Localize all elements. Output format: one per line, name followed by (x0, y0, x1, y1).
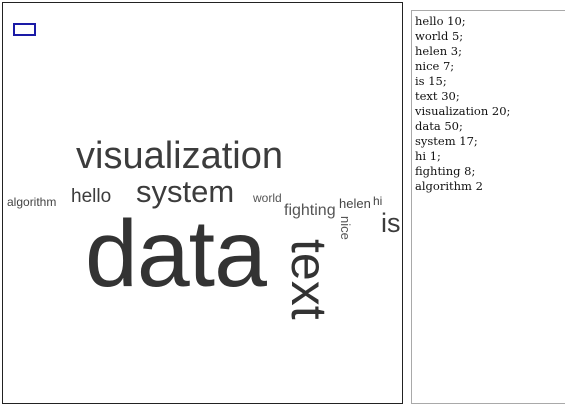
editor-line: helen 3; (415, 44, 462, 58)
word-algorithm: algorithm (7, 195, 57, 209)
word-text: text (281, 239, 337, 320)
editor-line: is 15; (415, 74, 447, 88)
selection-box[interactable] (13, 23, 36, 36)
editor-line: system 17; (415, 134, 478, 148)
word-hello: hello (71, 186, 112, 207)
word-visualization: visualization (76, 135, 283, 177)
word-cloud-canvas[interactable]: visualization system hello algorithm wor… (2, 2, 403, 404)
editor-line: fighting 8; (415, 164, 476, 178)
word-fighting: fighting (284, 202, 336, 219)
word-data: data (85, 201, 267, 307)
editor-line: world 5; (415, 29, 464, 43)
editor-line: hello 10; (415, 14, 466, 28)
editor-line: visualization 20; (415, 104, 511, 118)
word-world: world (253, 191, 282, 205)
word-frequency-textarea[interactable]: hello 10; world 5; helen 3; nice 7; is 1… (411, 10, 565, 404)
word-is: is (381, 208, 401, 238)
word-nice: nice (338, 216, 353, 240)
editor-line: algorithm 2 (415, 179, 483, 193)
editor-line: text 30; (415, 89, 460, 103)
editor-line: data 50; (415, 119, 463, 133)
word-system: system (136, 174, 235, 209)
editor-line: nice 7; (415, 59, 455, 73)
editor-line: hi 1; (415, 149, 441, 163)
word-helen: helen (339, 196, 371, 211)
word-hi: hi (373, 194, 383, 208)
